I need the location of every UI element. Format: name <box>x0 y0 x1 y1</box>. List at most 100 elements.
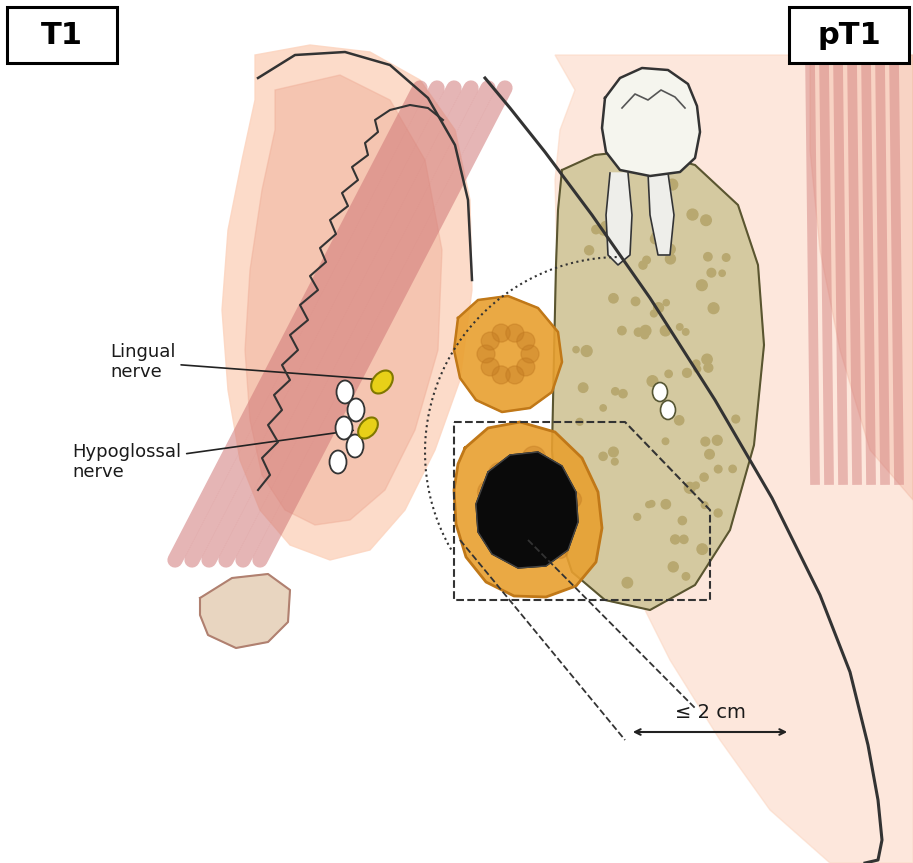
Circle shape <box>712 436 722 445</box>
Polygon shape <box>222 45 472 560</box>
Circle shape <box>517 332 535 350</box>
Circle shape <box>715 465 722 473</box>
Circle shape <box>477 345 495 363</box>
Circle shape <box>565 491 582 507</box>
Ellipse shape <box>372 370 393 394</box>
Circle shape <box>697 280 708 291</box>
Circle shape <box>584 246 593 255</box>
Circle shape <box>650 310 657 317</box>
Circle shape <box>660 325 670 336</box>
Polygon shape <box>454 296 562 412</box>
Circle shape <box>622 577 633 588</box>
Circle shape <box>619 389 627 398</box>
Ellipse shape <box>330 450 347 474</box>
Circle shape <box>592 225 600 234</box>
Text: Lingual
nerve: Lingual nerve <box>110 343 382 381</box>
Circle shape <box>501 459 519 477</box>
Circle shape <box>609 293 618 303</box>
Circle shape <box>650 234 660 243</box>
Circle shape <box>639 261 647 269</box>
Circle shape <box>677 324 683 331</box>
Circle shape <box>640 325 651 336</box>
Circle shape <box>487 517 504 534</box>
Circle shape <box>707 268 716 277</box>
Circle shape <box>729 465 736 473</box>
Ellipse shape <box>347 434 363 457</box>
Circle shape <box>661 500 670 509</box>
Circle shape <box>663 299 669 306</box>
Circle shape <box>492 366 510 384</box>
Circle shape <box>693 482 699 488</box>
Circle shape <box>517 358 535 376</box>
Circle shape <box>506 324 524 342</box>
Circle shape <box>481 358 499 376</box>
Circle shape <box>582 345 592 356</box>
Circle shape <box>697 544 708 554</box>
Polygon shape <box>602 68 700 176</box>
Circle shape <box>532 519 550 536</box>
Circle shape <box>714 509 722 517</box>
Circle shape <box>701 438 709 446</box>
Circle shape <box>694 366 700 373</box>
Ellipse shape <box>653 382 667 401</box>
Circle shape <box>666 254 676 264</box>
Circle shape <box>506 366 524 384</box>
Text: pT1: pT1 <box>817 21 881 49</box>
Circle shape <box>678 516 687 525</box>
Circle shape <box>521 345 539 363</box>
Circle shape <box>662 438 668 444</box>
Polygon shape <box>606 173 632 265</box>
Circle shape <box>654 303 664 312</box>
Polygon shape <box>648 173 674 255</box>
Circle shape <box>687 209 698 220</box>
Circle shape <box>522 446 546 469</box>
Circle shape <box>704 253 712 261</box>
Circle shape <box>705 450 714 459</box>
Circle shape <box>665 370 672 377</box>
Polygon shape <box>476 452 578 568</box>
Circle shape <box>708 303 719 313</box>
Polygon shape <box>454 422 602 597</box>
Circle shape <box>505 493 519 507</box>
Circle shape <box>612 458 618 465</box>
Circle shape <box>579 383 588 393</box>
Circle shape <box>683 329 689 335</box>
Circle shape <box>553 544 568 558</box>
Circle shape <box>600 405 606 411</box>
Circle shape <box>652 232 658 238</box>
Circle shape <box>668 562 678 572</box>
Circle shape <box>533 495 557 519</box>
Circle shape <box>609 447 618 457</box>
Circle shape <box>511 494 527 510</box>
FancyBboxPatch shape <box>789 7 909 63</box>
Circle shape <box>599 225 608 235</box>
Circle shape <box>647 375 657 387</box>
Circle shape <box>732 415 740 423</box>
Circle shape <box>675 416 684 425</box>
Circle shape <box>618 326 626 335</box>
Circle shape <box>498 487 520 508</box>
Circle shape <box>599 452 607 461</box>
Circle shape <box>612 387 619 395</box>
Circle shape <box>634 513 641 520</box>
Ellipse shape <box>335 417 352 439</box>
Circle shape <box>648 501 655 507</box>
Circle shape <box>682 573 689 580</box>
Circle shape <box>635 328 643 337</box>
Circle shape <box>671 535 679 544</box>
Circle shape <box>693 360 700 368</box>
Polygon shape <box>245 75 442 525</box>
Polygon shape <box>810 55 913 500</box>
Circle shape <box>527 516 551 540</box>
Circle shape <box>481 332 499 350</box>
Circle shape <box>601 222 611 231</box>
Circle shape <box>497 501 513 518</box>
Circle shape <box>719 270 725 276</box>
Polygon shape <box>552 150 764 610</box>
Circle shape <box>665 244 676 255</box>
Circle shape <box>683 369 691 377</box>
Circle shape <box>666 180 677 190</box>
Circle shape <box>685 482 695 494</box>
Circle shape <box>641 331 648 339</box>
Circle shape <box>701 501 708 508</box>
